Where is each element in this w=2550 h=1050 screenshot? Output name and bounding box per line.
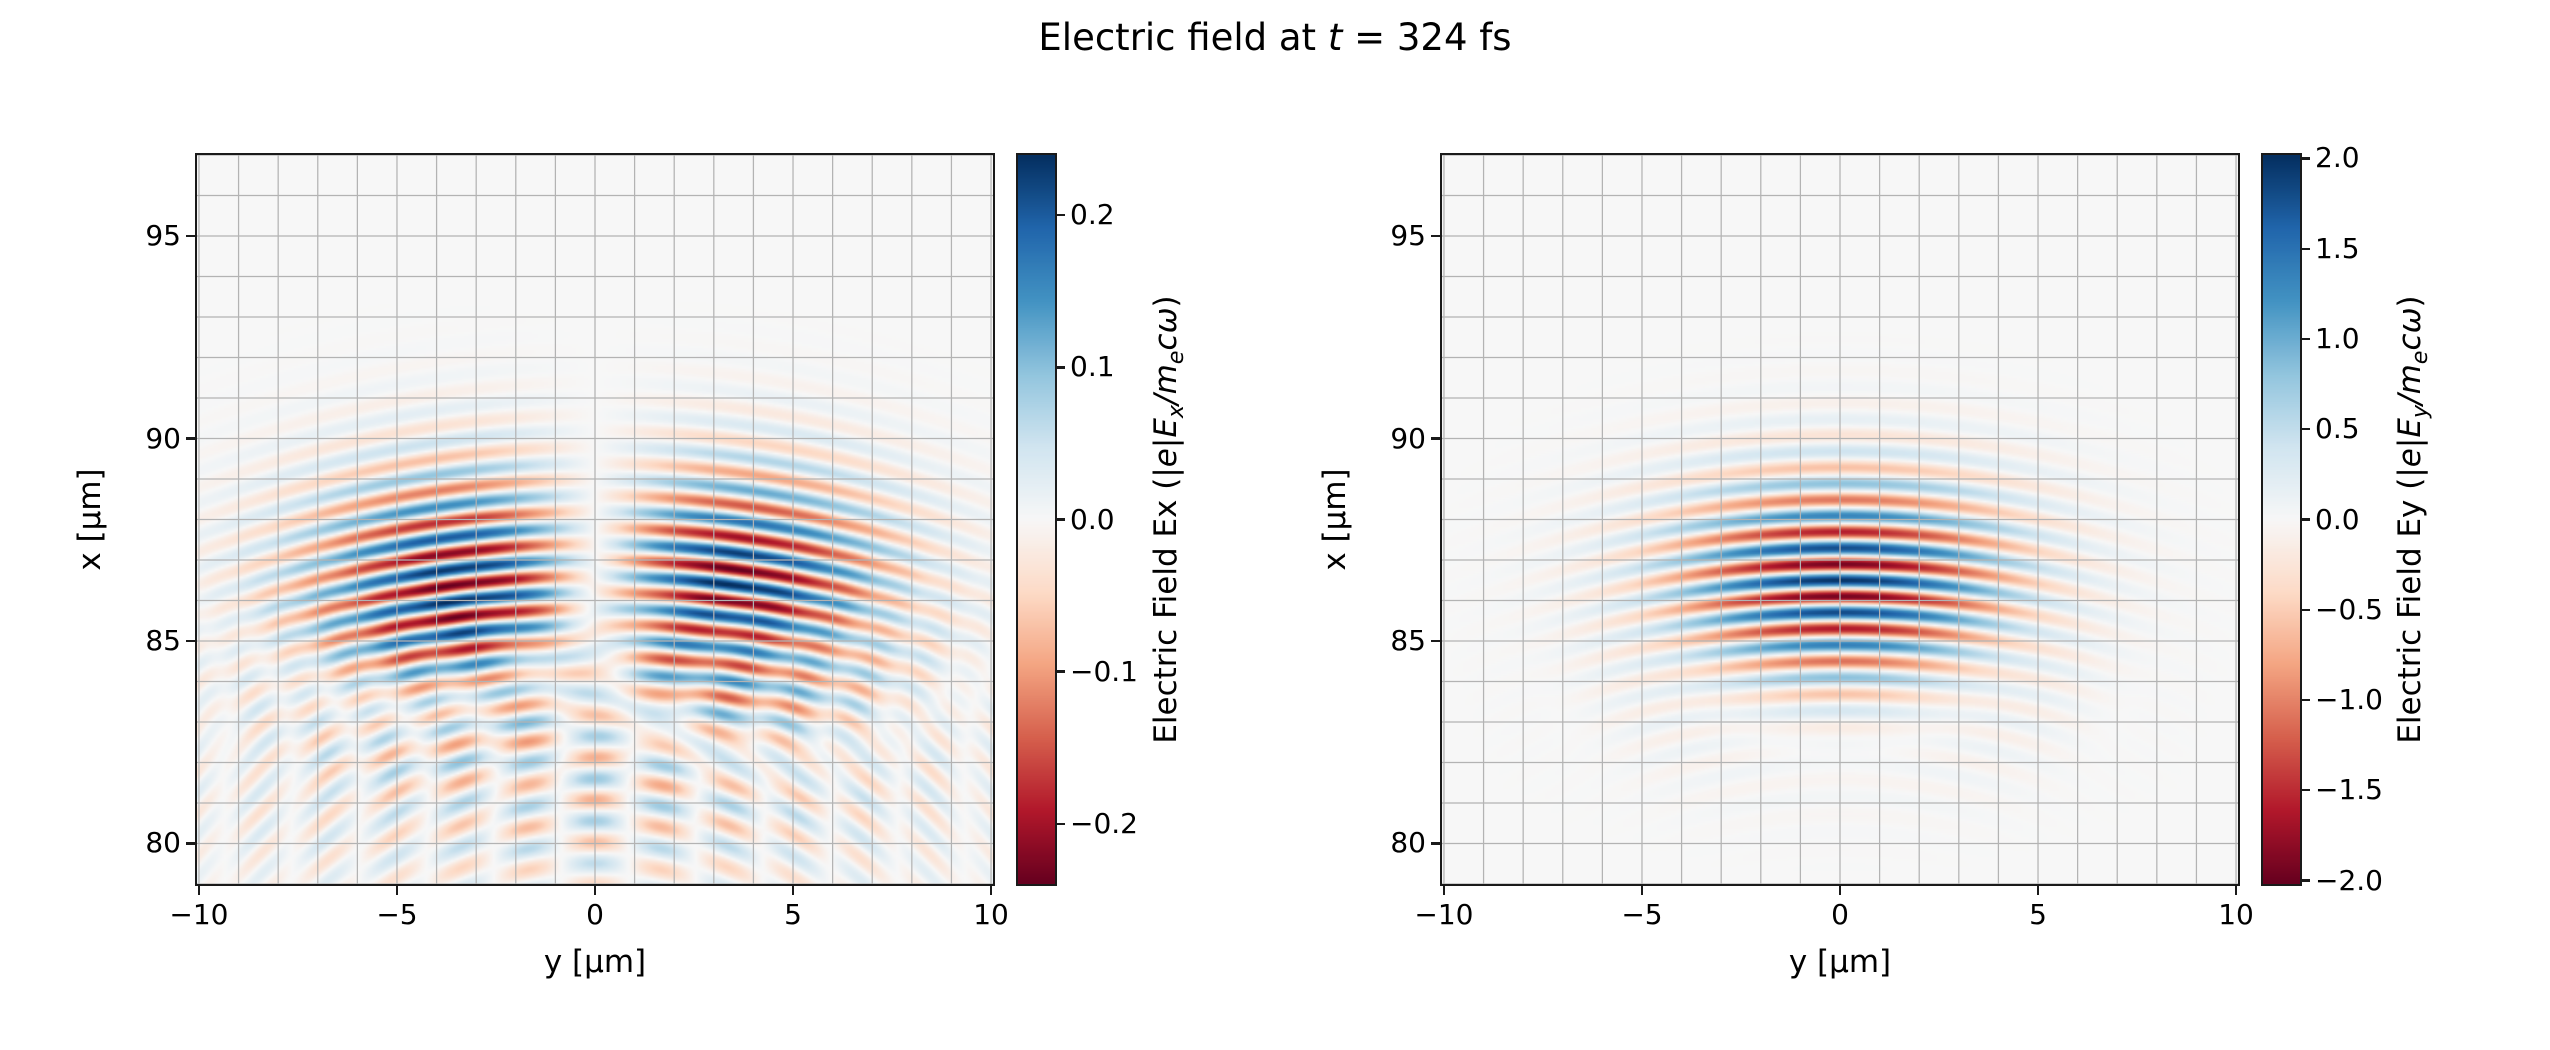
figure-title: Electric field at t = 324 fs	[0, 16, 2550, 59]
panel-ex-axes	[195, 153, 995, 886]
colorbar-tick	[2302, 157, 2310, 160]
y-tick-label: 85	[145, 623, 181, 657]
y-tick-label: 95	[1390, 219, 1426, 253]
panel-ex-colorbar	[1016, 153, 1057, 886]
y-tick	[186, 639, 195, 643]
colorbar-tick	[2302, 608, 2310, 611]
y-tick	[1431, 842, 1440, 845]
colorbar-ey-label-close: )	[2392, 295, 2428, 308]
x-tick	[1442, 886, 1446, 895]
y-tick-label: 80	[145, 826, 181, 860]
y-tick	[186, 437, 195, 440]
colorbar-tick-label: −0.2	[1070, 806, 1138, 840]
colorbar-tick-label: 0.2	[1070, 198, 1115, 232]
x-tick-label: −10	[169, 898, 229, 931]
panel-ey-colorbar	[2261, 153, 2302, 886]
x-tick-label: 5	[2029, 898, 2047, 931]
colorbar-tick	[2302, 879, 2310, 882]
colorbar-ex-gradient	[1018, 155, 1055, 884]
axes-spine	[195, 153, 995, 886]
y-tick	[186, 842, 195, 845]
panel-ey-grid	[1440, 153, 2240, 886]
y-tick	[1431, 639, 1440, 643]
colorbar-tick-label: 2.0	[2315, 141, 2360, 175]
x-tick	[2234, 886, 2238, 895]
colorbar-tick	[2302, 337, 2310, 341]
colorbar-tick	[1057, 366, 1065, 369]
title-time-symbol: t	[1327, 16, 1343, 59]
y-tick	[1431, 437, 1440, 440]
x-tick-label: 5	[784, 898, 802, 931]
colorbar-tick-label: 1.0	[2315, 321, 2360, 355]
colorbar-tick-label: −1.5	[2315, 773, 2383, 807]
y-tick-label: 95	[145, 219, 181, 253]
panel-ex-xlabel: y [μm]	[543, 944, 647, 980]
panel-ey-ylabel: x [μm]	[1317, 468, 1353, 571]
colorbar-tick	[2302, 247, 2310, 250]
x-tick	[791, 886, 795, 895]
colorbar-tick	[2302, 698, 2310, 702]
colorbar-tick-label: 0.0	[2315, 502, 2360, 536]
x-tick	[197, 886, 201, 895]
x-tick-label: −10	[1414, 898, 1474, 931]
colorbar-ex-label-sub-x: x	[1163, 404, 1190, 419]
colorbar-tick	[1057, 518, 1065, 521]
colorbar-tick	[1057, 670, 1065, 673]
x-tick	[989, 886, 993, 895]
panel-ey-xlabel: y [μm]	[1788, 944, 1892, 980]
colorbar-tick	[2302, 428, 2310, 431]
y-tick	[186, 234, 195, 238]
x-tick	[1640, 886, 1644, 895]
colorbar-tick-label: −1.0	[2315, 683, 2383, 717]
colorbar-tick-label: −0.5	[2315, 592, 2383, 626]
x-tick	[2036, 886, 2040, 895]
colorbar-ex-label-math: |e|E	[1148, 418, 1184, 478]
x-tick-label: −5	[376, 898, 418, 931]
colorbar-tick-label: 0.1	[1070, 350, 1115, 384]
y-tick-label: 80	[1390, 826, 1426, 860]
colorbar-ex-label-math3: cω	[1148, 307, 1184, 351]
colorbar-ey-label-math2: /m	[2392, 364, 2428, 405]
x-tick	[395, 886, 399, 895]
y-tick-label: 90	[145, 421, 181, 455]
x-tick-label: −5	[1621, 898, 1663, 931]
x-tick-label: 10	[2218, 898, 2254, 931]
colorbar-tick	[2302, 789, 2310, 792]
colorbar-tick-label: 1.5	[2315, 231, 2360, 265]
x-tick-label: 0	[1831, 898, 1849, 931]
y-tick-label: 85	[1390, 623, 1426, 657]
title-suffix: = 324 fs	[1342, 16, 1512, 59]
colorbar-tick-label: −2.0	[2315, 863, 2383, 897]
colorbar-tick	[1057, 822, 1065, 825]
x-tick-label: 10	[973, 898, 1009, 931]
panel-ex-grid	[195, 153, 995, 886]
x-tick	[1838, 886, 1842, 895]
panel-ey-axes	[1440, 153, 2240, 886]
colorbar-tick	[1057, 214, 1065, 217]
y-tick-label: 90	[1390, 421, 1426, 455]
panel-ex-ylabel: x [μm]	[72, 468, 108, 571]
colorbar-tick	[2302, 518, 2310, 521]
title-prefix: Electric field at	[1038, 16, 1328, 59]
colorbar-tick-label: 0.0	[1070, 502, 1115, 536]
y-tick	[1431, 234, 1440, 238]
colorbar-ex-label-close: )	[1148, 295, 1184, 308]
axes-spine	[1440, 153, 2240, 886]
x-tick	[593, 886, 597, 895]
colorbar-ey-gradient	[2263, 155, 2300, 884]
colorbar-tick-label: −0.1	[1070, 654, 1138, 688]
x-tick-label: 0	[586, 898, 604, 931]
colorbar-tick-label: 0.5	[2315, 412, 2360, 446]
